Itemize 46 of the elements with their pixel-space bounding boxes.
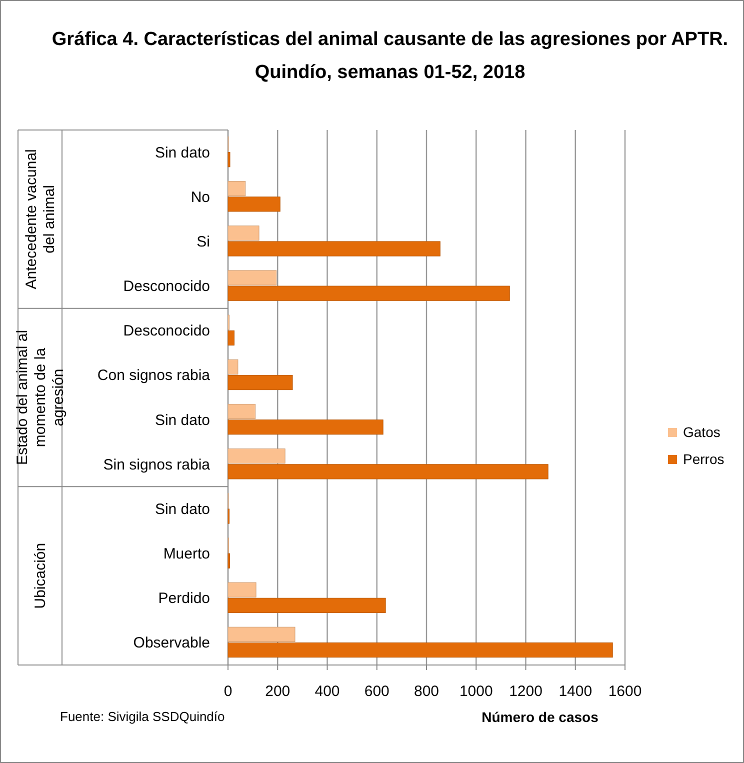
bar [228,330,234,346]
source-note: Fuente: Sivigila SSDQuindío [60,709,225,724]
y-tick-label: Si [196,233,210,250]
y-tick-label: Observable [133,634,210,652]
y-tick-label: No [190,188,210,206]
bar [228,626,296,642]
bar [228,226,260,241]
x-tick-label: 0 [224,683,232,700]
x-tick-label: 600 [364,683,390,700]
chart-title: Gráfica 4. Características del animal causante de las agresiones por APTR. Quindío, semanas 01-52, 2018 [52,29,728,83]
y-tick-label: Desconocido [123,322,210,340]
bar [228,464,548,480]
text: Antecedente vacunal del animal [23,149,58,290]
bar [228,448,286,464]
bar [228,241,440,256]
y-tick-label: Sin dato [154,500,210,518]
bar [228,582,256,598]
y-tick-label: Perdido [158,590,210,608]
legend-label: Gatos [683,424,720,440]
y-tick-label: Con signos rabia [97,367,211,384]
bar [228,420,384,435]
bar [228,642,613,658]
x-tick-label: 1400 [558,683,592,700]
x-tick-label: 800 [414,683,440,700]
bar [228,359,238,374]
x-tick-label: 1000 [459,683,493,700]
x-tick-label: 1600 [608,683,642,700]
bar [228,181,246,196]
bar [228,404,256,420]
x-axis-title: Número de casos [482,709,599,725]
text: Ubicación [32,542,49,609]
bar [228,270,277,286]
y-tick-label: Sin dato [154,412,210,429]
x-tick-label: 400 [314,683,340,700]
x-tick-label: 1200 [509,683,542,700]
x-tick-label: 200 [265,683,290,700]
bar [228,598,386,613]
y-tick-label: Muerto [163,546,210,563]
bar [228,374,293,390]
y-tick-label: Sin signos rabia [103,456,211,474]
bar [228,196,280,212]
text: Estado del animal al momento de la agresión [14,330,67,466]
y-tick-label: Sin dato [154,144,210,162]
bar [228,286,510,301]
legend-label: Perros [683,451,724,467]
y-tick-label: Desconocido [123,278,210,296]
